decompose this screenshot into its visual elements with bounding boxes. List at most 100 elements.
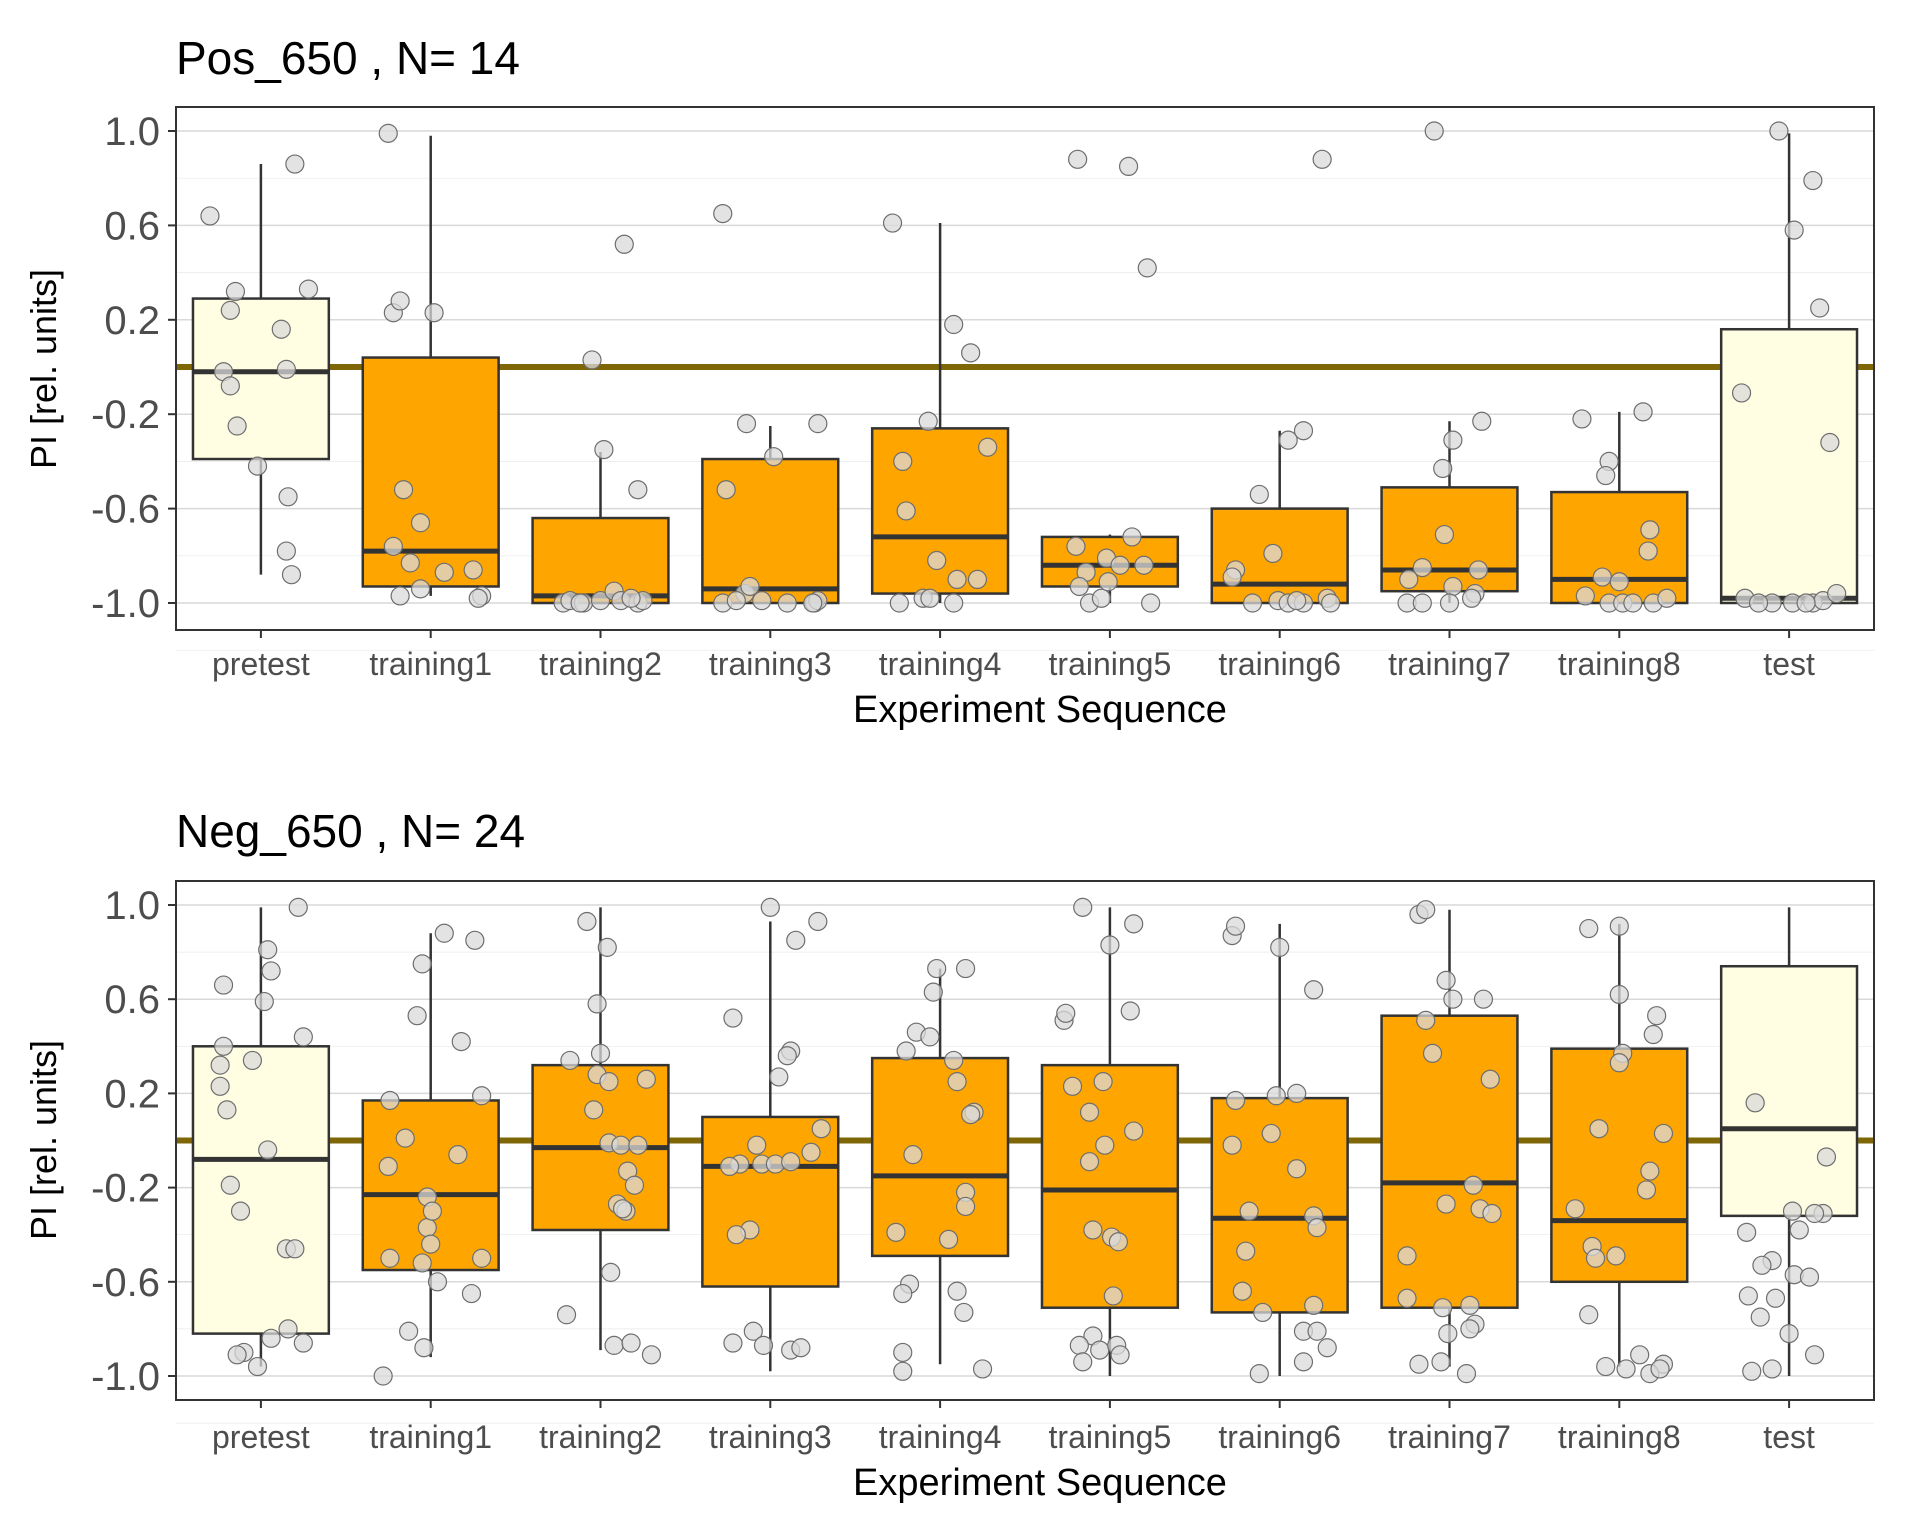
data-point: [451, 1031, 471, 1052]
data-point: [961, 1104, 981, 1125]
plot-area: [176, 881, 1874, 1424]
data-point: [410, 579, 431, 599]
x-axis-label: Experiment Sequence: [853, 689, 1227, 731]
x-tick-label-training8: training8: [1558, 646, 1681, 682]
data-point: [1647, 1006, 1667, 1026]
data-point: [1596, 465, 1616, 486]
data-point: [380, 1090, 400, 1111]
data-point: [944, 314, 964, 335]
data-point: [1434, 524, 1455, 545]
data-point: [1137, 258, 1157, 278]
x-tick-label-training6: training6: [1218, 1419, 1341, 1455]
data-point: [1062, 1076, 1083, 1096]
data-point: [217, 1100, 237, 1120]
data-point: [636, 1069, 656, 1089]
data-point: [1069, 1335, 1089, 1355]
data-point: [1779, 1324, 1799, 1344]
data-point: [1585, 1248, 1606, 1268]
data-point: [893, 451, 913, 471]
data-point: [641, 1345, 662, 1365]
y-tick-label: 0.6: [104, 204, 160, 248]
data-point: [225, 281, 246, 302]
data-point: [786, 930, 806, 950]
data-point: [1796, 593, 1816, 613]
data-point: [777, 593, 797, 613]
x-tick-label-pretest: pretest: [212, 646, 310, 682]
data-point: [1079, 1152, 1100, 1172]
data-point: [1640, 520, 1660, 540]
data-point: [713, 204, 733, 224]
data-point: [254, 991, 274, 1012]
data-point: [1083, 1220, 1103, 1240]
y-tick-label: -1.0: [91, 1355, 160, 1399]
data-point: [893, 1361, 913, 1381]
data-point: [560, 1050, 580, 1071]
x-tick-label-training5: training5: [1049, 646, 1172, 682]
data-point: [1103, 1286, 1123, 1306]
data-point: [723, 1008, 743, 1028]
data-point: [1225, 916, 1246, 936]
data-point: [390, 291, 410, 311]
data-point: [1422, 1043, 1443, 1063]
data-point: [923, 982, 943, 1002]
data-point: [220, 1175, 240, 1195]
data-point: [399, 1321, 419, 1341]
data-point: [743, 1321, 763, 1341]
data-point: [468, 588, 488, 608]
data-point: [1232, 1281, 1252, 1301]
data-point: [378, 1156, 398, 1177]
data-point: [1118, 156, 1139, 176]
data-point: [719, 1156, 740, 1177]
data-point: [570, 593, 590, 613]
data-point: [1091, 588, 1112, 608]
data-point: [461, 1283, 482, 1304]
data-point: [285, 1239, 305, 1259]
data-point: [1820, 432, 1840, 453]
y-tick-label: 0.2: [104, 299, 160, 343]
data-point: [1120, 1001, 1140, 1021]
data-point: [1461, 588, 1482, 608]
data-point: [597, 937, 617, 957]
data-point: [577, 911, 597, 932]
data-point: [1073, 897, 1093, 917]
data-point: [448, 1145, 468, 1165]
data-point: [1110, 555, 1130, 575]
data-point: [954, 1302, 974, 1323]
data-point: [1731, 383, 1752, 403]
data-point: [604, 1335, 624, 1355]
data-point: [1643, 1024, 1663, 1045]
x-tick-label-training8: training8: [1558, 1419, 1681, 1455]
data-point: [1804, 1345, 1825, 1365]
plot-border: [175, 106, 1875, 631]
data-point: [1827, 583, 1847, 604]
data-point: [1321, 593, 1341, 613]
data-point: [1068, 149, 1088, 169]
data-point: [200, 206, 220, 226]
data-point: [918, 411, 938, 431]
data-point: [210, 1055, 230, 1075]
data-point: [889, 593, 909, 613]
data-point: [293, 1027, 313, 1047]
y-axis-label: PI [rel. units]: [23, 269, 64, 469]
data-point: [1804, 1203, 1825, 1224]
data-point: [1416, 900, 1436, 920]
data-point: [1416, 1010, 1436, 1030]
data-point: [1110, 1345, 1130, 1365]
data-point: [1638, 541, 1658, 561]
data-point: [791, 1338, 811, 1358]
data-point: [412, 1253, 432, 1273]
y-tick-label: 0.2: [104, 1072, 160, 1116]
data-point: [587, 994, 607, 1014]
data-point: [769, 1067, 789, 1087]
data-point: [258, 940, 278, 960]
data-point: [230, 1201, 251, 1221]
data-point: [276, 541, 296, 561]
x-tick-label-training3: training3: [709, 646, 832, 682]
data-point: [1789, 1220, 1809, 1240]
data-point: [417, 1218, 437, 1238]
data-point: [1056, 1003, 1076, 1023]
data-point: [412, 954, 432, 974]
data-point: [1093, 1072, 1113, 1092]
data-point: [893, 1283, 913, 1304]
data-point: [1616, 1359, 1636, 1379]
